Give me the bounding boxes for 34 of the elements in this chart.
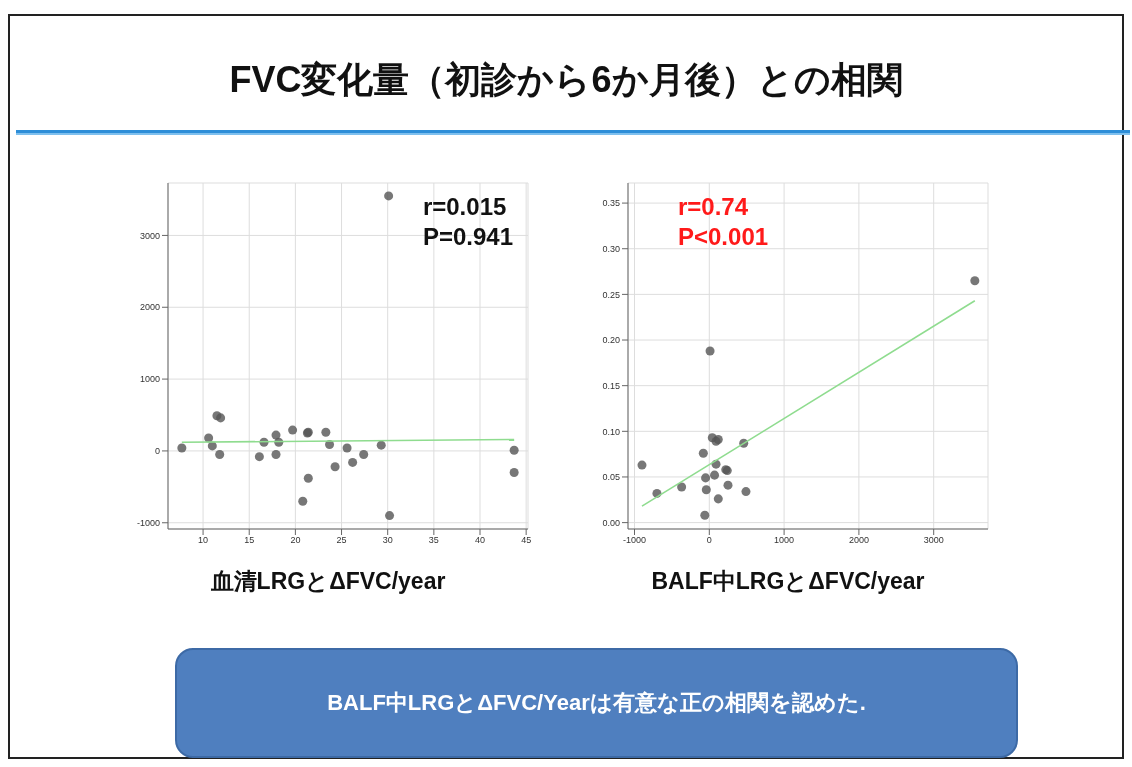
x-axis-title: BALF中LRGとΔFVC/year — [650, 567, 926, 596]
x-tick-label: 20 — [290, 535, 301, 546]
y-tick-label: -1000 — [136, 517, 160, 528]
x-tick-label: 40 — [474, 535, 486, 546]
x-tick-label: -1000 — [622, 535, 647, 546]
annotation: r=0.015 — [422, 192, 508, 222]
x-tick-label: 0 — [706, 535, 712, 546]
y-tick-label: 0.15 — [602, 380, 620, 391]
x-tick-label: 15 — [244, 535, 255, 546]
y-tick-label: 3000 — [139, 230, 160, 241]
y-tick-label: 0.05 — [602, 472, 620, 483]
x-tick-label: 35 — [428, 535, 439, 546]
x-tick-label: 30 — [382, 535, 393, 546]
y-tick-label: 0.10 — [602, 426, 620, 437]
x-tick-label: 10 — [198, 535, 209, 546]
y-tick-label: 0 — [154, 446, 160, 457]
y-tick-label: 0.00 — [602, 517, 620, 528]
x-tick-label: 1000 — [774, 535, 795, 546]
annotation: r=0.74 — [678, 192, 750, 222]
x-tick-label: 3000 — [923, 535, 944, 546]
y-tick-label: 0.20 — [602, 335, 620, 346]
annotation: P=0.941 — [422, 222, 513, 252]
x-tick-label: 2000 — [848, 535, 869, 546]
y-tick-label: 2000 — [139, 302, 160, 313]
x-tick-label: 45 — [521, 535, 532, 546]
y-tick-label: 1000 — [139, 374, 160, 385]
annotation: P<0.001 — [678, 222, 769, 252]
text: BALF中LRGとΔFVC/Yearは有意な正の相関を認めた. — [327, 689, 866, 717]
text: FVC変化量（初診から6か月後）との相関 — [228, 58, 904, 102]
y-tick-label: 0.25 — [602, 289, 620, 300]
x-axis-title: 血清LRGとΔFVC/year — [209, 567, 447, 596]
y-tick-label: 0.30 — [602, 243, 620, 254]
x-tick-label: 25 — [336, 535, 347, 546]
y-tick-label: 0.35 — [602, 198, 620, 209]
